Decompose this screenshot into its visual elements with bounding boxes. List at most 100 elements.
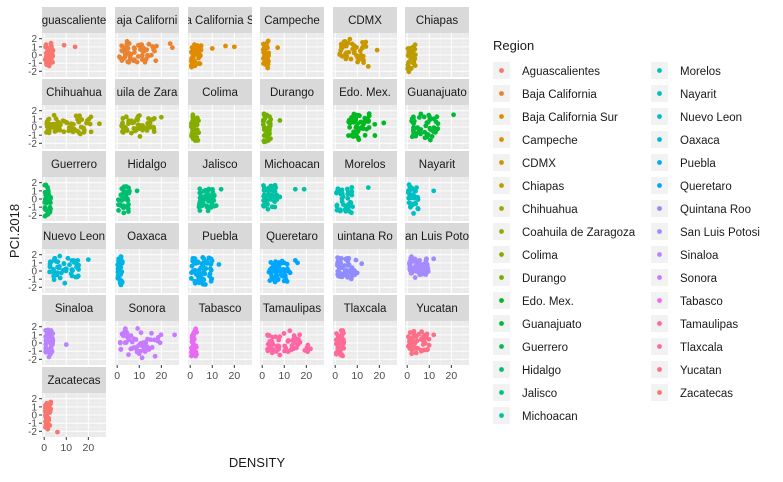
data-point: [146, 41, 152, 47]
data-point: [406, 59, 412, 64]
y-tick-label: -2: [28, 211, 37, 222]
data-point: [118, 346, 124, 352]
legend-key-point: [499, 206, 504, 211]
data-point: [407, 330, 413, 335]
data-point: [338, 41, 344, 47]
data-point: [344, 50, 349, 56]
data-point: [152, 353, 158, 359]
data-point: [189, 339, 195, 345]
legend-label: Sinaloa: [680, 250, 719, 262]
y-tick-label: -1: [28, 131, 37, 142]
data-point: [334, 207, 340, 213]
data-point: [277, 118, 283, 123]
y-tick-label: 0: [31, 267, 37, 278]
data-point: [266, 120, 271, 125]
data-point: [359, 261, 365, 267]
x-tick-label: 0: [332, 370, 338, 382]
data-point: [301, 186, 307, 192]
data-point: [342, 39, 348, 44]
data-point: [359, 124, 365, 130]
data-point: [44, 413, 50, 419]
y-tick-label: 1: [31, 186, 37, 197]
legend-label: Morelos: [680, 66, 721, 78]
data-point: [123, 52, 128, 58]
facet-strip-label: Michoacan: [264, 159, 320, 171]
data-point: [407, 264, 413, 269]
legend-label: San Luis Potosi: [680, 227, 760, 239]
legend-label: Yucatan: [680, 365, 722, 377]
data-point: [208, 266, 213, 272]
data-point: [409, 53, 415, 58]
data-point: [414, 338, 420, 344]
data-point: [281, 331, 287, 336]
data-point: [153, 58, 159, 64]
legend-key-point: [657, 206, 662, 211]
data-point: [48, 54, 54, 60]
data-point: [48, 351, 53, 357]
legend-key-point: [657, 344, 662, 349]
data-point: [208, 203, 214, 209]
data-point: [286, 269, 292, 275]
data-point: [123, 196, 129, 202]
x-tick-label: 10: [206, 370, 218, 382]
data-point: [73, 113, 79, 119]
facet-strip: [260, 7, 324, 33]
data-point: [276, 344, 282, 350]
data-point: [435, 126, 441, 132]
data-point: [426, 336, 432, 342]
data-point: [134, 188, 140, 194]
data-point: [189, 353, 194, 359]
facet-strip-label: Oaxaca: [127, 231, 167, 243]
data-point: [88, 129, 94, 135]
data-point: [134, 346, 140, 352]
legend-label: Durango: [522, 273, 566, 285]
data-point: [274, 196, 280, 202]
facet-strip: [115, 79, 179, 105]
data-point: [72, 44, 78, 50]
data-point: [137, 341, 143, 346]
facet-strip-label: Puebla: [202, 231, 238, 243]
x-tick-label: 0: [114, 370, 120, 382]
facet-strip-label: Guerrero: [51, 159, 97, 171]
facet-panel: Jalisco: [188, 151, 252, 221]
data-point: [261, 186, 267, 191]
legend-label: Coahuila de Zaragoza: [522, 227, 636, 239]
data-point: [195, 268, 201, 274]
facet-panel: uila de Zara: [115, 79, 179, 149]
legend-label: Puebla: [680, 158, 716, 170]
data-point: [192, 278, 198, 284]
legend-key-point: [657, 252, 662, 257]
data-point: [348, 56, 354, 62]
legend-key-point: [499, 367, 504, 372]
data-point: [344, 186, 350, 192]
facet-panel: Queretaro: [260, 223, 324, 293]
y-tick-label: 2: [31, 106, 37, 117]
data-point: [197, 190, 203, 196]
facet-strip-label: Queretaro: [266, 231, 318, 243]
data-point: [56, 124, 62, 129]
legend-key-point: [499, 137, 504, 142]
data-point: [169, 45, 175, 51]
facet-strip-label: Nuevo Leon: [43, 231, 105, 243]
data-point: [265, 201, 270, 207]
data-point: [262, 44, 267, 49]
y-axis-title: PCI.2018: [7, 204, 22, 258]
facet-panel: Yucatan 0 10 20: [404, 295, 469, 382]
data-point: [42, 182, 48, 188]
data-point: [422, 340, 428, 346]
data-point: [263, 53, 269, 58]
data-point: [406, 200, 412, 206]
facet-strip-label: Morelos: [345, 159, 386, 171]
data-point: [135, 122, 141, 128]
data-point: [414, 269, 420, 274]
legend-label: Queretaro: [680, 181, 732, 193]
data-point: [123, 114, 129, 120]
data-point: [190, 60, 196, 65]
data-point: [353, 115, 359, 120]
data-point: [425, 132, 431, 138]
y-tick-label: -1: [28, 59, 37, 70]
data-point: [412, 275, 418, 280]
data-point: [345, 258, 351, 264]
data-point: [76, 262, 82, 268]
data-point: [196, 55, 201, 61]
